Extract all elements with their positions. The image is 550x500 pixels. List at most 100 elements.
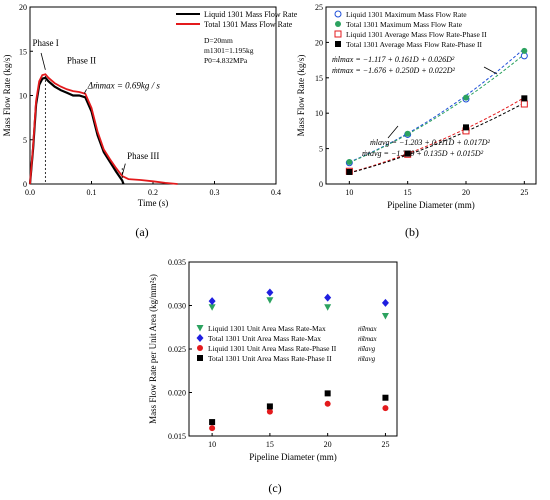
a-x-axis-label: Time (s) — [138, 198, 168, 208]
b-fit-curve — [349, 102, 525, 174]
b-eq-arrow — [483, 66, 498, 75]
c-legend-symbol: ṁ̄tmax — [358, 335, 378, 343]
b-fit-equation: ṁtavg = −1.290 + 0.135D + 0.015D² — [362, 149, 484, 158]
b-legend-marker — [335, 21, 341, 27]
panel-a: 0.0 0.1 0.2 0.3 0.4 0 5 10 15 20 Time (s) Mass Flow… — [2, 3, 298, 208]
c-data-point — [208, 297, 216, 306]
panel-label-b: (b) — [405, 225, 419, 239]
c-data-point — [209, 419, 216, 426]
a-x-tick-label: 0.0 — [25, 188, 35, 197]
b-x-axis-label: Pipeline Diameter (mm) — [387, 200, 474, 210]
b-legend-marker — [334, 30, 342, 38]
a-y-tick-label: 0 — [23, 180, 27, 189]
c-y-tick-label: 0.020 — [168, 389, 186, 398]
b-x-tick-label: 25 — [520, 188, 528, 197]
a-x-tick-label: 0.1 — [87, 188, 97, 197]
c-legend-entry: Liquid 1301 Unit Area Mass Rate-Max — [208, 324, 326, 333]
b-data-point — [346, 159, 353, 166]
a-delta-annotation: Δṁmax = 0.69kg / s — [87, 80, 161, 90]
c-data-point — [324, 304, 332, 311]
b-legend-entry: Liquid 1301 Maximum Mass Flow Rate — [346, 10, 467, 19]
a-arrow-line — [121, 163, 126, 176]
b-y-tick-label: 25 — [315, 3, 323, 12]
panel-label-a: (a) — [135, 225, 148, 239]
c-data-point — [266, 297, 274, 304]
b-data-point — [463, 94, 469, 101]
a-legend-entry: Total 1301 Mass Flow Rate — [204, 20, 293, 29]
b-x-tick-label: 10 — [345, 188, 353, 197]
b-y-tick-label: 20 — [315, 38, 323, 47]
a-x-tick-label: 0.2 — [148, 188, 158, 197]
panel-label-c: (c) — [268, 481, 281, 495]
c-y-tick-label: 0.035 — [168, 258, 186, 267]
c-legend-symbol: ṁ̄lavg — [358, 345, 376, 353]
c-data-point — [381, 312, 389, 320]
c-data-point — [266, 403, 273, 410]
c-legend-entry: Total 1301 Unit Area Mass Rate-Max — [208, 334, 321, 343]
a-info-text: m1301=1.195kg — [204, 46, 254, 55]
a-phase-3-label: Phase III — [127, 151, 159, 161]
a-y-tick-label: 15 — [19, 47, 27, 56]
a-info-text: P0=4.832MPa — [204, 56, 248, 65]
b-y-tick-label: 15 — [315, 74, 323, 83]
a-arrow-line — [40, 52, 46, 70]
b-plot-frame — [325, 6, 537, 185]
a-legend-entry: Liquid 1301 Mass Flow Rate — [204, 10, 298, 19]
a-phase-2-label: Phase II — [67, 56, 96, 66]
a-y-tick-label: 20 — [19, 3, 27, 12]
c-data-point — [209, 425, 216, 432]
c-legend-entry: Total 1301 Unit Area Mass Rate-Phase II — [208, 354, 332, 363]
b-fit-curve — [349, 53, 525, 164]
c-legend-marker — [197, 345, 203, 351]
b-legend-entry: Liquid 1301 Average Mass Flow Rate-Phase… — [346, 30, 487, 39]
b-data-point — [463, 124, 469, 131]
c-data-point — [382, 405, 389, 412]
c-data-point — [266, 288, 274, 297]
a-series-line-liquid — [28, 76, 125, 185]
c-data-point — [382, 394, 389, 401]
c-y-axis-label: Mass Flow Rate per Unit Area (kg/mm²s) — [148, 274, 158, 424]
a-series-line-total — [29, 73, 178, 185]
c-x-tick-label: 15 — [266, 440, 274, 449]
b-legend-marker — [334, 10, 342, 18]
b-data-point — [404, 130, 411, 137]
b-y-axis-label: Mass Flow Rate (kg/s) — [296, 55, 306, 137]
b-x-tick-label: 20 — [462, 188, 470, 197]
b-legend-entry: Total 1301 Maximum Mass Flow Rate — [346, 20, 463, 29]
a-phase-1-label: Phase I — [32, 38, 58, 48]
c-legend-marker — [196, 325, 204, 332]
b-fit-equation: ṁtmax = −1.676 + 0.250D + 0.022D² — [332, 66, 455, 75]
b-eq-arrow — [387, 125, 399, 139]
b-legend-marker — [335, 41, 341, 47]
a-y-tick-label: 5 — [23, 136, 27, 145]
b-legend-entry: Total 1301 Average Mass Flow Rate-Phase … — [346, 40, 482, 49]
c-x-axis-label: Pipeline Diameter (mm) — [249, 452, 336, 462]
b-data-point — [521, 95, 528, 102]
a-info-text: D=20mm — [204, 36, 233, 45]
b-data-point — [404, 150, 411, 157]
c-data-point — [324, 293, 332, 302]
c-legend-entry: Liquid 1301 Unit Area Mass Rate-Phase II — [208, 344, 337, 353]
c-data-point — [208, 304, 216, 311]
b-data-point — [521, 47, 528, 54]
b-y-tick-label: 5 — [319, 145, 323, 154]
b-y-tick-label: 10 — [315, 109, 323, 118]
c-x-tick-label: 20 — [324, 440, 332, 449]
c-y-tick-label: 0.025 — [168, 345, 186, 354]
b-fit-equation: ṁlmax = −1.117 + 0.161D + 0.026D² — [332, 55, 455, 64]
c-data-point — [324, 400, 331, 407]
b-x-tick-label: 15 — [404, 188, 412, 197]
c-data-point — [324, 390, 331, 397]
c-legend-symbol: ṁ̄lmax — [358, 325, 378, 333]
c-y-tick-label: 0.015 — [168, 432, 186, 441]
c-legend-marker — [197, 355, 203, 361]
a-y-tick-label: 10 — [19, 92, 27, 101]
a-x-tick-label: 0.3 — [210, 188, 220, 197]
panel-b: 10 15 20 25 0 5 10 15 20 25 Pipeline Diameter (mm)… — [296, 3, 537, 210]
c-data-point — [266, 408, 273, 415]
c-data-point — [381, 298, 389, 307]
c-x-tick-label: 10 — [208, 440, 216, 449]
panel-c: 10 15 20 25 0.015 0.020 0.025 0.030 0.035 Pipelin… — [148, 258, 398, 462]
c-legend-marker — [196, 334, 204, 342]
